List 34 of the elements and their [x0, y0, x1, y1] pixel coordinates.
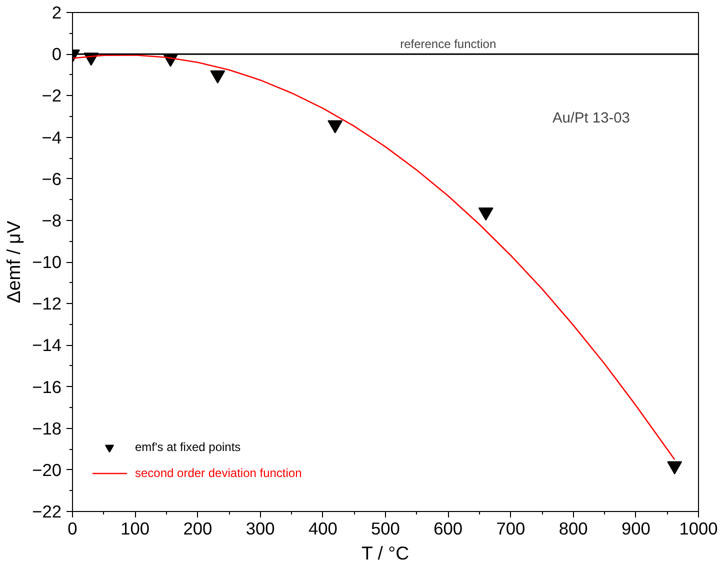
x-tick-label: 700 — [496, 518, 526, 538]
point — [667, 461, 682, 474]
y-tick-label: −10 — [32, 252, 62, 272]
x-tick-label: 400 — [308, 518, 338, 538]
y-tick-label: −12 — [32, 294, 62, 314]
x-tick-label: 1000 — [679, 518, 718, 538]
y-tick-label: −2 — [42, 86, 62, 106]
y-tick-label: 0 — [52, 44, 62, 64]
x-tick-label: 900 — [621, 518, 650, 538]
y-axis-title: Δemf / μV — [3, 220, 24, 304]
legend-label: emf's at fixed points — [135, 440, 241, 454]
y-tick-label: −4 — [42, 127, 62, 148]
x-tick-label: 600 — [434, 518, 463, 538]
legend-label: second order deviation function — [135, 466, 302, 480]
x-tick-label: 0 — [68, 518, 78, 538]
y-tick-label: −22 — [32, 502, 62, 522]
y-tick-label: 2 — [52, 2, 62, 22]
y-tick-label: −16 — [32, 376, 62, 397]
x-tick-label: 800 — [558, 518, 588, 538]
annotation: Au/Pt 13-03 — [552, 110, 630, 126]
y-tick-label: −6 — [42, 168, 62, 189]
point — [478, 208, 494, 221]
point — [328, 120, 343, 134]
x-tick-label: 100 — [120, 518, 150, 538]
x-axis-title: T / °C — [362, 542, 410, 564]
y-tick-label: −20 — [32, 460, 62, 480]
point — [210, 70, 226, 84]
x-tick-label: 200 — [183, 518, 212, 538]
y-tick-label: −8 — [42, 210, 62, 230]
ref-line-label: reference function — [400, 37, 496, 52]
y-tick-label: −14 — [32, 335, 62, 356]
y-tick-label: −18 — [32, 418, 62, 438]
x-tick-label: 500 — [371, 518, 400, 538]
x-tick-label: 300 — [246, 518, 275, 538]
